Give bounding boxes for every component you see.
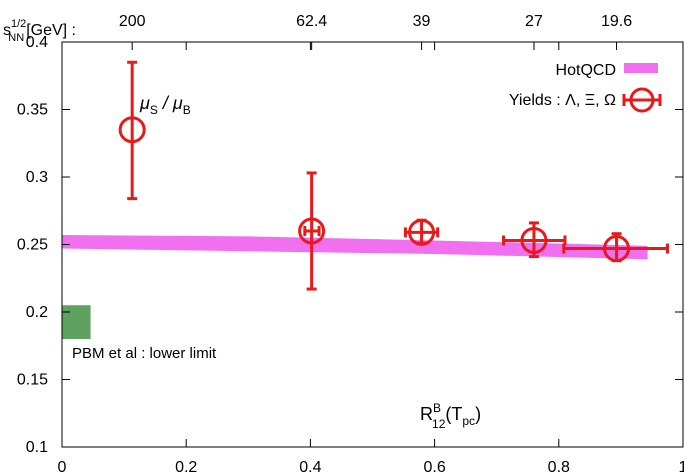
x-axis-label: RB 12(Tpc) — [420, 401, 481, 431]
left-axis: 0.1 0.15 0.2 0.25 0.3 0.35 0.4 — [17, 34, 683, 456]
x-tick-label: 1 — [679, 459, 684, 476]
y-tick-label: 0.3 — [26, 169, 48, 186]
y-tick-label: 0.4 — [26, 34, 48, 51]
pbm-lower-limit-box — [62, 305, 91, 339]
y-tick-label: 0.15 — [17, 372, 48, 389]
x-tick-label: 0.6 — [423, 459, 445, 476]
top-axis-label: s1/2 NN [GeV] : — [3, 18, 76, 44]
top-tick-label: 200 — [119, 13, 146, 30]
pbm-annotation: PBM et al : lower limit — [72, 345, 217, 362]
yield-marker — [118, 116, 146, 144]
legend-swatch-hotqcd — [624, 63, 658, 73]
top-tick-label: 39 — [413, 13, 431, 30]
yield-marker — [408, 218, 436, 246]
legend-label-hotqcd: HotQCD — [556, 62, 616, 79]
hotqcd-band — [62, 235, 648, 260]
top-tick-label: 62.4 — [296, 13, 327, 30]
x-tick-label: 0 — [58, 459, 67, 476]
yield-point — [298, 171, 326, 291]
y-tick-label: 0.1 — [26, 439, 48, 456]
yield-point — [118, 60, 146, 201]
top-axis: 200 62.4 39 27 19.6 — [119, 13, 632, 50]
x-tick-label: 0.8 — [548, 459, 570, 476]
legend: HotQCD Yields : Λ, Ξ, Ω — [509, 62, 662, 113]
y-tick-label: 0.25 — [17, 237, 48, 254]
x-tick-label: 0.4 — [299, 459, 321, 476]
data-points — [118, 60, 669, 291]
y-tick-label: 0.35 — [17, 102, 48, 119]
bottom-axis: 0 0.2 0.4 0.6 0.8 1 — [58, 42, 684, 476]
ratio-annotation: μS / μB — [139, 93, 191, 117]
yield-point — [403, 218, 440, 246]
legend-label-yields: Yields : Λ, Ξ, Ω — [509, 92, 616, 109]
yield-marker — [520, 226, 548, 254]
top-tick-label: 19.6 — [601, 13, 632, 30]
top-tick-label: 27 — [525, 13, 543, 30]
yield-marker — [298, 217, 326, 245]
yield-marker — [603, 235, 631, 263]
legend-marker-yields — [622, 87, 662, 113]
x-tick-label: 0.2 — [175, 459, 197, 476]
yield-point — [562, 232, 669, 263]
yield-point — [502, 221, 567, 259]
y-tick-label: 0.2 — [26, 304, 48, 321]
